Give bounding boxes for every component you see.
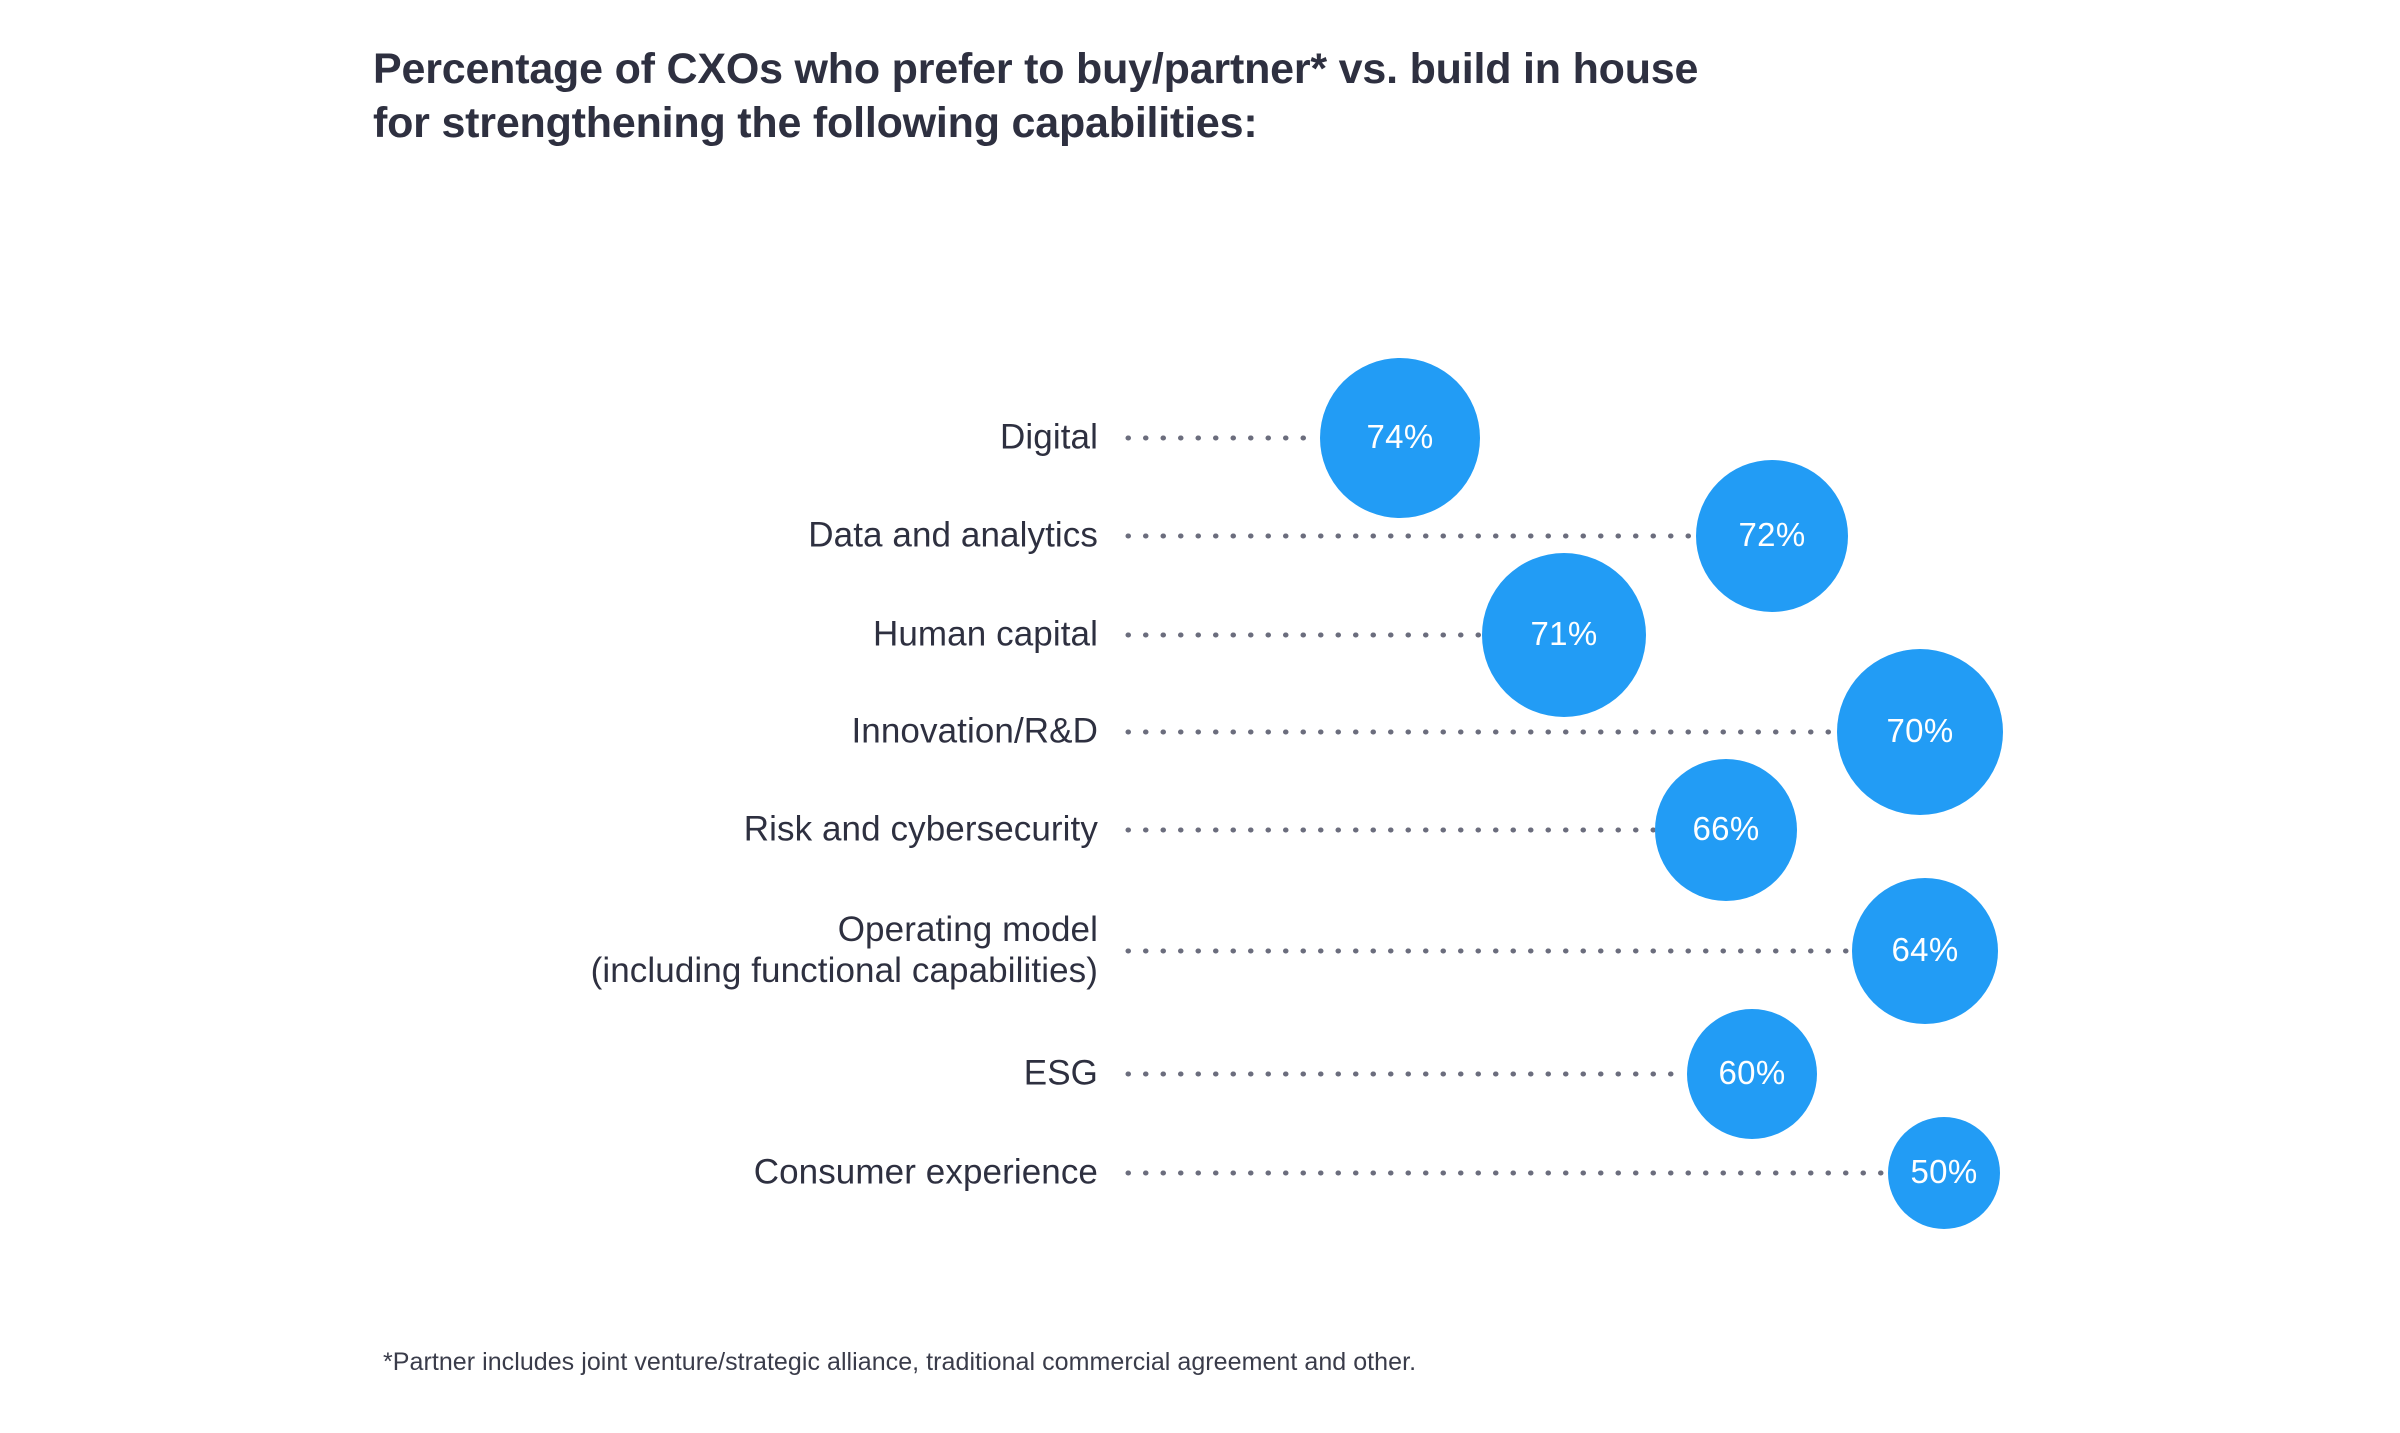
- bubble-value-label: 50%: [1910, 1153, 1978, 1190]
- title-line-2: for strengthening the following capabili…: [373, 99, 1258, 148]
- bubble-digital[interactable]: 74%: [1320, 358, 1480, 518]
- bubble-value-label: 71%: [1530, 615, 1598, 652]
- category-label-line-1: Data and analytics: [808, 515, 1098, 555]
- category-label-line-1: Consumer experience: [753, 1152, 1098, 1192]
- category-label-line-1: Digital: [1000, 417, 1098, 457]
- bubble-value-label: 66%: [1692, 810, 1760, 847]
- category-label-human-capital: Human capital: [873, 615, 1098, 656]
- footnote: *Partner includes joint venture/strategi…: [383, 1348, 1417, 1376]
- category-label-line-1: Human capital: [872, 614, 1098, 654]
- bubble-data-and-analytics[interactable]: 72%: [1696, 460, 1848, 612]
- category-label-risk-and-cybersecurity: Risk and cybersecurity: [744, 810, 1098, 851]
- bubble-value-label: 74%: [1366, 418, 1434, 455]
- category-label-digital: Digital: [1000, 418, 1098, 459]
- bubble-consumer-experience[interactable]: 50%: [1888, 1117, 2000, 1229]
- category-label-operating-model: Operating model (including functional cap…: [591, 910, 1098, 992]
- bubble-value-label: 70%: [1886, 712, 1954, 749]
- bubble-innovation-r-d[interactable]: 70%: [1837, 649, 2003, 815]
- category-label-data-and-analytics: Data and analytics: [808, 516, 1098, 557]
- category-label-innovation-r-d: Innovation/R&D: [851, 712, 1098, 753]
- bubble-human-capital[interactable]: 71%: [1482, 553, 1646, 717]
- category-label-esg: ESG: [1024, 1054, 1098, 1095]
- category-label-line-2: (including functional capabilities): [590, 951, 1098, 990]
- bubble-value-label: 72%: [1738, 516, 1806, 553]
- bubble-risk-and-cybersecurity[interactable]: 66%: [1655, 759, 1797, 901]
- bubble-value-label: 64%: [1891, 931, 1959, 968]
- category-label-line-1: Innovation/R&D: [851, 711, 1098, 751]
- category-label-line-1: ESG: [1023, 1053, 1098, 1093]
- title-line-1: Percentage of CXOs who prefer to buy/par…: [373, 45, 1699, 93]
- page-title: Percentage of CXOs who prefer to buy/par…: [373, 42, 2073, 150]
- category-label-consumer-experience: Consumer experience: [754, 1153, 1098, 1194]
- category-label-line-1: Risk and cybersecurity: [743, 809, 1098, 849]
- bubble-esg[interactable]: 60%: [1687, 1009, 1817, 1139]
- bubble-operating-model[interactable]: 64%: [1852, 878, 1998, 1024]
- category-label-line-1: Operating model: [837, 910, 1098, 950]
- bubble-value-label: 60%: [1718, 1054, 1786, 1091]
